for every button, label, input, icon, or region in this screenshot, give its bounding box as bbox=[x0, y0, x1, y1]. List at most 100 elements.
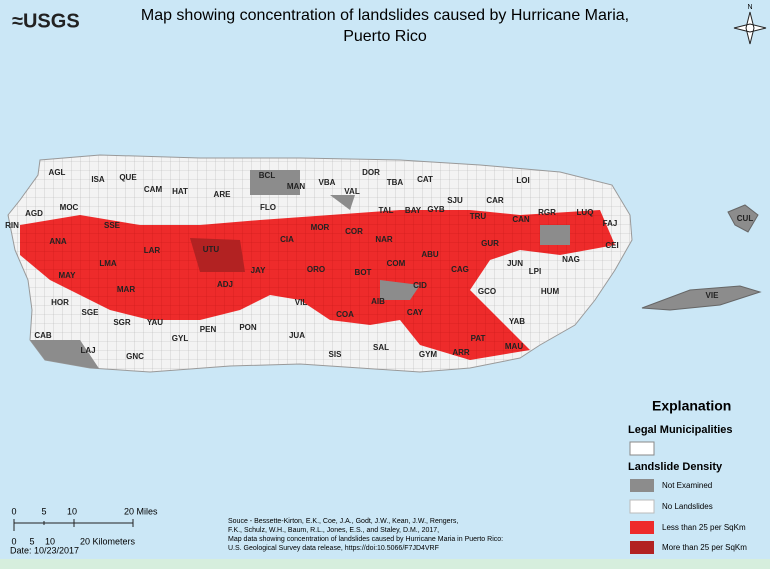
municipality-label: CAR bbox=[486, 196, 504, 205]
scale-label: 20 Kilometers bbox=[80, 536, 136, 546]
municipality-label: ADJ bbox=[217, 280, 233, 289]
municipality-label: PON bbox=[239, 323, 257, 332]
legend-swatch bbox=[630, 541, 654, 554]
municipality-label: NAR bbox=[375, 235, 393, 244]
municipality-label: MAR bbox=[117, 285, 135, 294]
municipality-label: TBA bbox=[387, 178, 404, 187]
municipality-label: JUA bbox=[289, 331, 305, 340]
municipality-label: GNC bbox=[126, 352, 144, 361]
municipality-label: MAY bbox=[58, 271, 76, 280]
municipality-label: ISA bbox=[91, 175, 105, 184]
municipality-label: YAB bbox=[509, 317, 525, 326]
municipality-label: COM bbox=[387, 259, 406, 268]
low-density bbox=[20, 210, 615, 360]
not-examined-area bbox=[30, 170, 570, 370]
legend-title: Explanation bbox=[652, 398, 731, 414]
title: Puerto Rico bbox=[343, 28, 427, 45]
municipality-label: AGD bbox=[25, 209, 43, 218]
title: Map showing concentration of landslides … bbox=[141, 7, 629, 24]
legend-swatch bbox=[629, 441, 655, 456]
scale-label: 0 bbox=[11, 536, 16, 546]
legend-label: No Landslides bbox=[662, 502, 713, 511]
municipality-label: CIA bbox=[280, 235, 294, 244]
vieques bbox=[641, 285, 762, 311]
legend-label: Not Examined bbox=[662, 481, 712, 490]
municipality-label: VBA bbox=[319, 178, 336, 187]
municipality-label: CID bbox=[413, 281, 427, 290]
municipality-label: SSE bbox=[104, 221, 121, 230]
bottom-strip bbox=[0, 559, 770, 569]
north-arrow bbox=[733, 11, 767, 45]
source: F.K., Schulz, W.H., Baum, R.L., Jones, E… bbox=[228, 527, 439, 534]
municipality-label: CAT bbox=[417, 175, 433, 184]
municipality-label: LAJ bbox=[80, 346, 95, 355]
municipality-label: NAG bbox=[562, 255, 580, 264]
municipality-label: MAN bbox=[287, 182, 305, 191]
municipality-label: MOC bbox=[60, 203, 79, 212]
municipality-label: SAL bbox=[373, 343, 389, 352]
municipality-label: CAM bbox=[144, 185, 163, 194]
municipality-label: TAL bbox=[379, 206, 394, 215]
municipality-label: LUQ bbox=[577, 208, 594, 217]
municipality-label: YAU bbox=[147, 318, 163, 327]
municipality-label: SGE bbox=[82, 308, 100, 317]
scale-label: 10 bbox=[67, 506, 77, 516]
municipality-label: CAN bbox=[512, 215, 530, 224]
municipality-label: GUR bbox=[481, 239, 499, 248]
legend-section: Landslide Density bbox=[628, 461, 723, 473]
municipality-label: LMA bbox=[99, 259, 117, 268]
municipality-label: HOR bbox=[51, 298, 69, 307]
municipality-label: QUE bbox=[119, 173, 137, 182]
logo: ≈USGS bbox=[12, 10, 80, 32]
source: Souce - Bessette-Kirton, E.K., Coe, J.A.… bbox=[228, 518, 458, 525]
municipality-label: HAT bbox=[172, 187, 188, 196]
culebra bbox=[727, 204, 759, 233]
municipality-label: GYB bbox=[427, 205, 445, 214]
scale-label: 10 bbox=[45, 536, 55, 546]
municipality-label: LAR bbox=[144, 246, 161, 255]
municipality-label: CAG bbox=[451, 265, 469, 274]
municipality-label: COR bbox=[345, 227, 363, 236]
municipality-label: CAY bbox=[407, 308, 424, 317]
municipality-label: BCL bbox=[259, 171, 276, 180]
high-density bbox=[190, 238, 245, 272]
municipality-label: TRU bbox=[470, 212, 487, 221]
municipality-label: DOR bbox=[362, 168, 380, 177]
municipality-label: SIS bbox=[329, 350, 343, 359]
municipality-label: UTU bbox=[203, 245, 220, 254]
municipality-label: HUM bbox=[541, 287, 560, 296]
municipality-label: AGL bbox=[49, 168, 66, 177]
municipality-label: GYL bbox=[172, 334, 189, 343]
municipality-label: VAL bbox=[344, 187, 360, 196]
municipality-label: PEN bbox=[200, 325, 217, 334]
north-label: N bbox=[747, 4, 752, 11]
municipality-label: SGR bbox=[113, 318, 131, 327]
municipality-label: JAY bbox=[251, 266, 266, 275]
legend-swatch bbox=[630, 521, 654, 534]
legend-swatch bbox=[629, 499, 655, 514]
legend-swatch bbox=[630, 479, 654, 492]
legend-label: More than 25 per SqKm bbox=[662, 543, 747, 552]
municipality-label: ARE bbox=[214, 190, 232, 199]
scale-label: 5 bbox=[29, 536, 34, 546]
municipality-label: BOT bbox=[355, 268, 372, 277]
municipality-label: CAB bbox=[34, 331, 52, 340]
municipality-label: ABU bbox=[421, 250, 439, 259]
municipality-label: GCO bbox=[478, 287, 496, 296]
municipality-label: CUL bbox=[737, 214, 754, 223]
municipality-label: SJU bbox=[447, 196, 463, 205]
legend-section: Legal Municipalities bbox=[628, 424, 733, 436]
municipality-label: COA bbox=[336, 310, 354, 319]
municipality-label: GYM bbox=[419, 350, 438, 359]
municipality-label: ARR bbox=[452, 348, 470, 357]
legend-label: Less than 25 per SqKm bbox=[662, 523, 746, 532]
municipality-label: BAY bbox=[405, 206, 422, 215]
scale-label: 20 Miles bbox=[124, 506, 158, 516]
municipality-label: RIN bbox=[5, 221, 19, 230]
source: Map data showing concentration of landsl… bbox=[228, 536, 503, 543]
municipality-label: FLO bbox=[260, 203, 276, 212]
density-layer bbox=[20, 170, 615, 370]
municipality-label: MOR bbox=[311, 223, 330, 232]
